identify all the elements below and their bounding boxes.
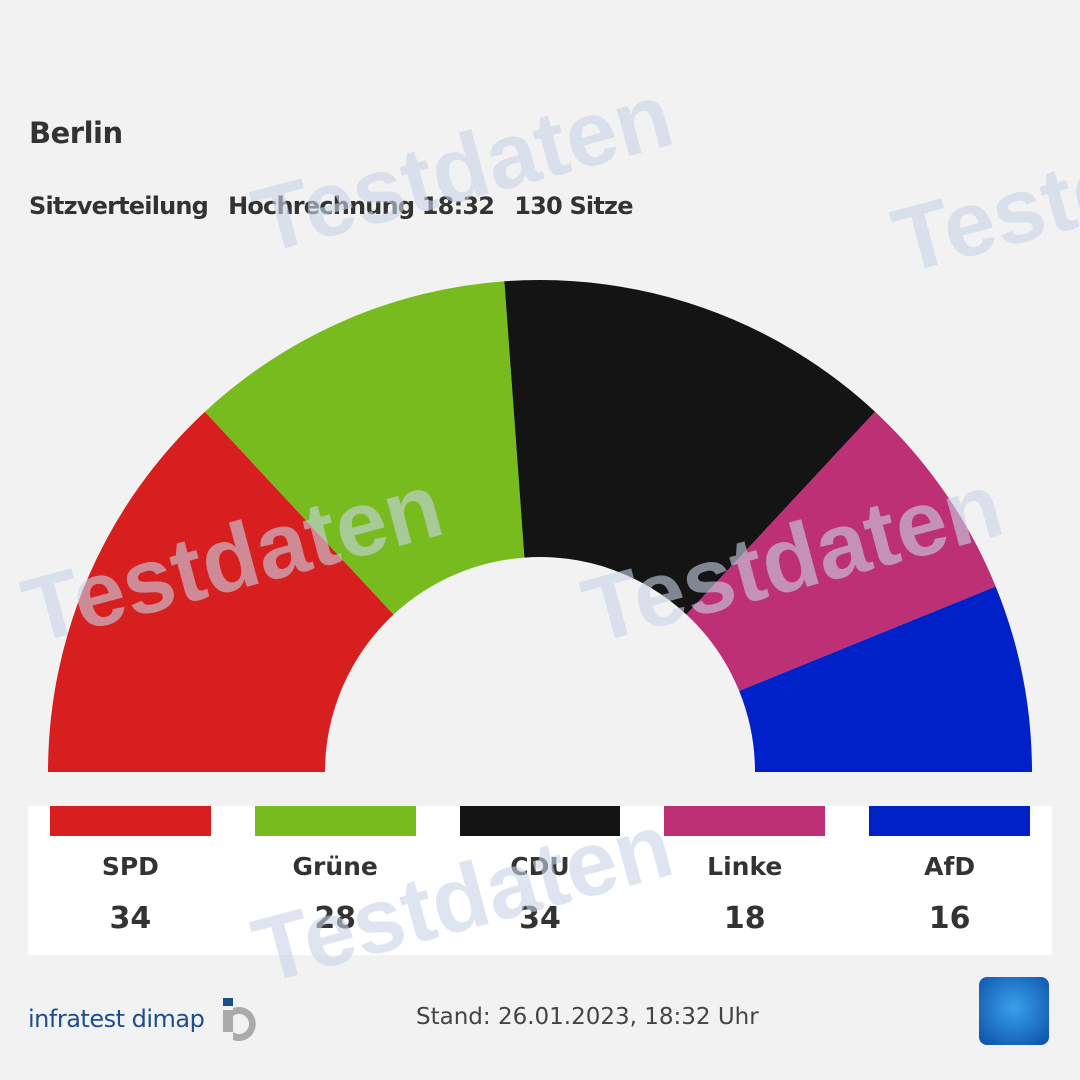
legend-party: CDU: [510, 852, 570, 881]
seat-segment-spd: [48, 411, 394, 772]
legend-swatch: [869, 806, 1030, 836]
legend-party: SPD: [101, 852, 159, 881]
legend-item: AfD 16: [847, 806, 1052, 955]
seat-segment-cdu: [504, 280, 876, 615]
legend-item: SPD 34: [28, 806, 233, 955]
subtitle-seats: 130 Sitze: [514, 192, 633, 220]
legend-swatch: [664, 806, 826, 836]
brand-text: infratest dimap: [28, 1005, 205, 1033]
legend-party: Linke: [707, 852, 783, 881]
legend-swatch: [459, 806, 621, 836]
chart-subtitle: Sitzverteilung Hochrechnung 18:32 130 Sitz…: [29, 192, 653, 220]
tagesschau-logo: [979, 977, 1049, 1045]
subtitle-type: Sitzverteilung: [29, 192, 209, 220]
seat-segment-afd: [739, 586, 1032, 772]
legend-seats: 18: [723, 901, 766, 936]
hemicycle-chart: [48, 280, 1032, 772]
legend-party: Grüne: [292, 852, 378, 881]
infratest-dimap-logo: infratest dimap: [28, 998, 265, 1042]
subtitle-projection: Hochrechnung 18:32: [228, 192, 495, 220]
legend-item: CDU 34: [438, 806, 643, 955]
legend: SPD 34 Grüne 28 CDU 34 Linke 18 AfD 16: [28, 806, 1052, 955]
legend-item: Grüne 28: [233, 806, 438, 955]
seat-segment-linke: [686, 411, 996, 691]
legend-seats: 34: [109, 901, 152, 936]
seat-segment-grüne: [204, 281, 525, 615]
timestamp: Stand: 26.01.2023, 18:32 Uhr: [416, 1004, 759, 1030]
legend-item: Linke 18: [642, 806, 847, 955]
legend-seats: 34: [519, 901, 561, 936]
chart-title: Berlin: [29, 116, 123, 150]
dimap-icon: [223, 998, 257, 1041]
legend-party: AfD: [924, 852, 976, 881]
legend-seats: 16: [928, 901, 971, 936]
legend-swatch: [50, 806, 211, 836]
legend-seats: 28: [314, 901, 357, 936]
legend-swatch: [254, 806, 416, 836]
